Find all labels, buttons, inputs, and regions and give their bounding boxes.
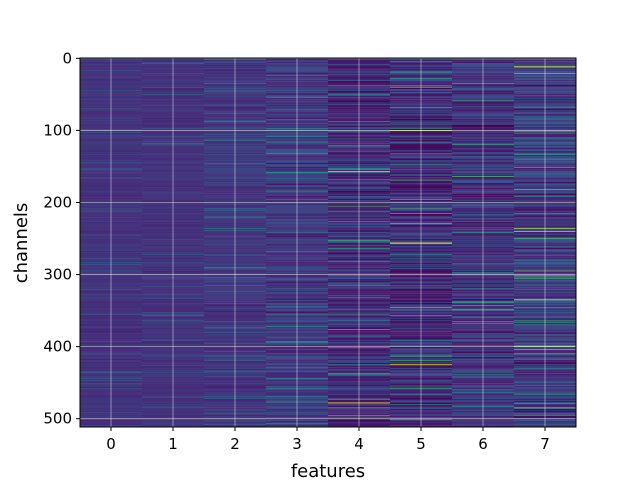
- x-axis-ticks: 0 1 2 3 4 5 6 7: [106, 427, 550, 453]
- y-axis-ticks: 0 100 200 300 400 500: [43, 49, 80, 428]
- x-tick-label: 1: [168, 435, 178, 453]
- x-tick-label: 7: [540, 435, 550, 453]
- y-tick-label: 100: [43, 121, 72, 139]
- grid-lines: [80, 57, 576, 427]
- x-tick-label: 2: [230, 435, 240, 453]
- y-axis-label: channels: [11, 203, 32, 284]
- plot-frame: [79, 57, 577, 428]
- y-tick-label: 400: [43, 338, 72, 356]
- x-tick-label: 5: [416, 435, 426, 453]
- y-tick-label: 300: [43, 266, 72, 284]
- heatmap-cells: [80, 58, 577, 428]
- x-tick-label: 0: [106, 435, 116, 453]
- y-tick-label: 0: [62, 49, 72, 67]
- x-tick-label: 4: [354, 435, 364, 453]
- y-tick-label: 500: [43, 410, 72, 428]
- x-tick-label: 3: [292, 435, 302, 453]
- x-tick-label: 6: [478, 435, 488, 453]
- y-tick-label: 200: [43, 194, 72, 212]
- x-axis-label: features: [291, 461, 365, 480]
